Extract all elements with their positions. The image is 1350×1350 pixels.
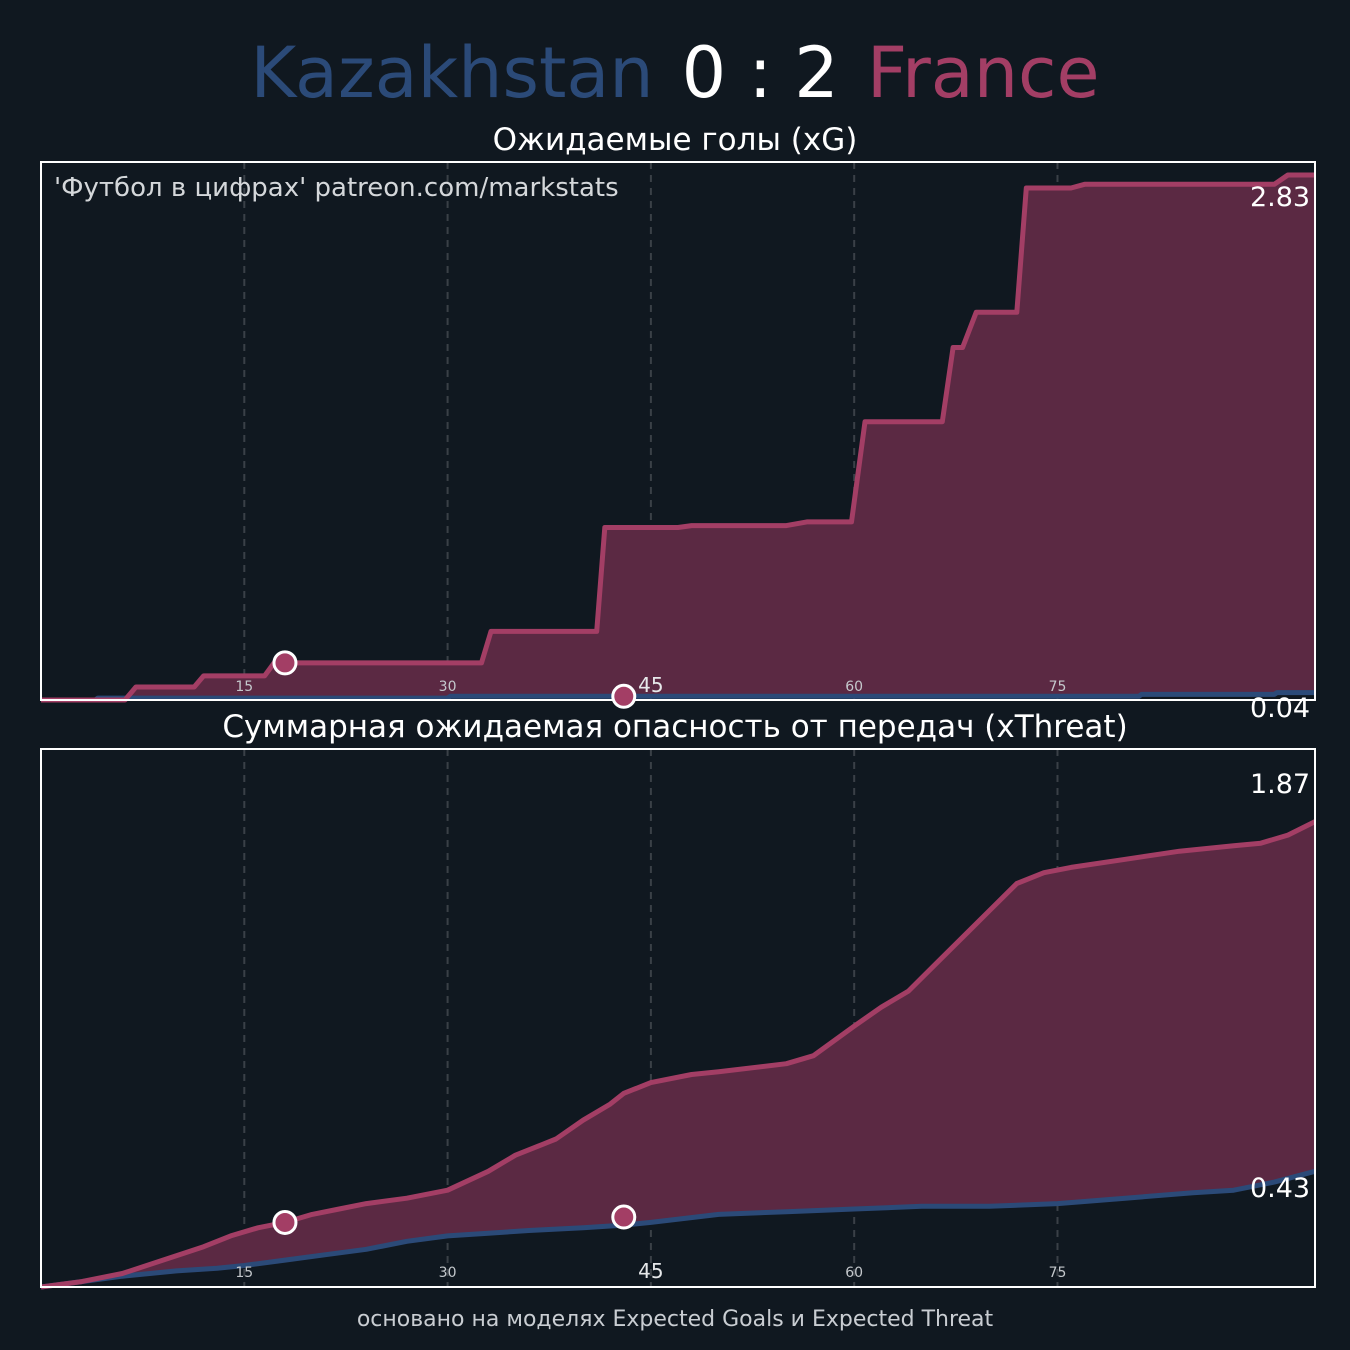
credit-text: 'Футбол в цифрах' patreon.com/markstats [54, 173, 619, 203]
xthreat-tick-label-75: 75 [1049, 1265, 1067, 1281]
xg-area-between [41, 175, 1315, 700]
match-score: 0 : 2 [681, 32, 839, 114]
xthreat-tick-label-60: 60 [845, 1265, 863, 1281]
xthreat-goal-marker-1 [272, 1209, 298, 1235]
xg-tick-label-45: 45 [638, 673, 663, 697]
xg-line-france [41, 172, 1315, 703]
xthreat-line-kazakhstan [40, 1168, 1316, 1290]
footer-note: основано на моделях Expected Goals и Exp… [356, 1307, 994, 1332]
home-team-name: Kazakhstan [250, 32, 654, 114]
xg-tick-label-60: 60 [845, 679, 863, 695]
xthreat-tick-label-30: 30 [439, 1265, 457, 1281]
xthreat-line-france [40, 819, 1317, 1290]
xthreat-chart-title: Суммарная ожидаемая опасность от передач… [222, 709, 1128, 745]
xthreat-tick-label-15: 15 [235, 1265, 253, 1281]
xg-goal-marker-2 [611, 683, 637, 709]
away-team-name: France [866, 32, 1100, 114]
xthreat-area-between [41, 821, 1315, 1287]
xg-tick-label-30: 30 [439, 679, 457, 695]
xg-chart-title: Ожидаемые голы (xG) [492, 122, 858, 158]
xthreat-goal-marker-2 [611, 1204, 637, 1230]
xthreat-frame [40, 748, 1316, 1288]
xg-frame [40, 161, 1316, 701]
xthreat-end-label-kazakhstan: 0.43 [1250, 1173, 1310, 1204]
xg-end-label-france: 2.83 [1250, 182, 1310, 213]
xthreat-tick-label-45: 45 [638, 1259, 663, 1283]
match-header: Kazakhstan 0 : 2 France [0, 28, 1350, 118]
xg-goal-marker-1 [272, 650, 298, 676]
xg-end-label-kazakhstan: 0.04 [1250, 693, 1310, 724]
xg-tick-label-75: 75 [1049, 679, 1067, 695]
xthreat-end-label-france: 1.87 [1250, 769, 1310, 800]
xg-tick-label-15: 15 [235, 679, 253, 695]
